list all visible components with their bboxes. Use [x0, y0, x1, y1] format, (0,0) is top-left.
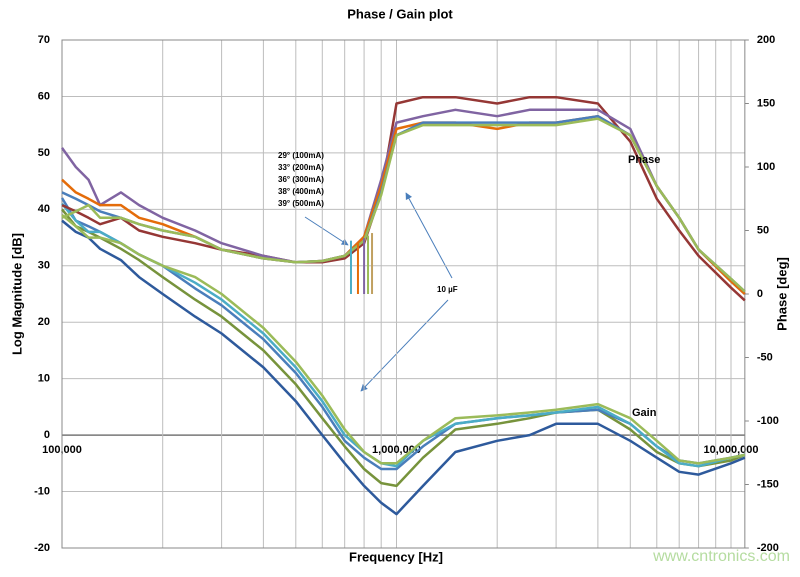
y-tick-label: -10	[34, 485, 50, 497]
y-tick-label: 20	[38, 316, 50, 328]
y2-tick-label: 50	[757, 224, 769, 236]
y-tick-label: 70	[38, 34, 50, 46]
series-line	[61, 117, 746, 293]
arrow	[405, 192, 453, 279]
y-tick-label: 50	[38, 147, 50, 159]
y-tick-label: 40	[38, 203, 50, 215]
y2-tick-label: 200	[757, 34, 775, 46]
series-line	[61, 214, 746, 465]
chart-title: Phase / Gain plot	[347, 6, 453, 21]
plot-frame	[61, 39, 746, 549]
annotation: 33° (200mA)	[278, 163, 324, 172]
annotation: 38° (400mA)	[278, 187, 324, 196]
y2-tick-label: 0	[757, 288, 763, 300]
y-tick-label: 60	[38, 90, 50, 102]
annotation-arrows	[304, 192, 453, 392]
y2-tick-label: 150	[757, 97, 775, 109]
series-line	[61, 219, 746, 516]
y2-tick-label: -200	[757, 542, 779, 554]
annotation: 10 µF	[437, 285, 458, 294]
annotation: Gain	[632, 407, 657, 419]
series-line	[61, 202, 746, 468]
annotation: 29° (100mA)	[278, 151, 324, 160]
annotation: 39° (500mA)	[278, 199, 324, 208]
y2-axis-title: Phase [deg]	[774, 257, 789, 331]
y-tick-label: 10	[38, 373, 50, 385]
annotation: 36° (300mA)	[278, 175, 324, 184]
y2-tick-label: -150	[757, 478, 779, 490]
watermark: www.cntronics.com	[652, 548, 790, 565]
y-tick-label: 0	[44, 429, 50, 441]
arrow	[360, 299, 449, 392]
y2-tick-label: -50	[757, 351, 773, 363]
arrow	[304, 216, 349, 246]
series-line	[61, 208, 746, 488]
y-tick-label: 30	[38, 260, 50, 272]
y-axis-title: Log Magnitude [dB]	[9, 233, 24, 355]
x-tick-label: 10,000,000	[703, 444, 758, 456]
annotation: Phase	[628, 154, 660, 166]
x-axis-title: Frequency [Hz]	[349, 549, 443, 564]
y-tick-label: -20	[34, 542, 50, 554]
y2-tick-label: -100	[757, 415, 779, 427]
y2-tick-label: 100	[757, 161, 775, 173]
